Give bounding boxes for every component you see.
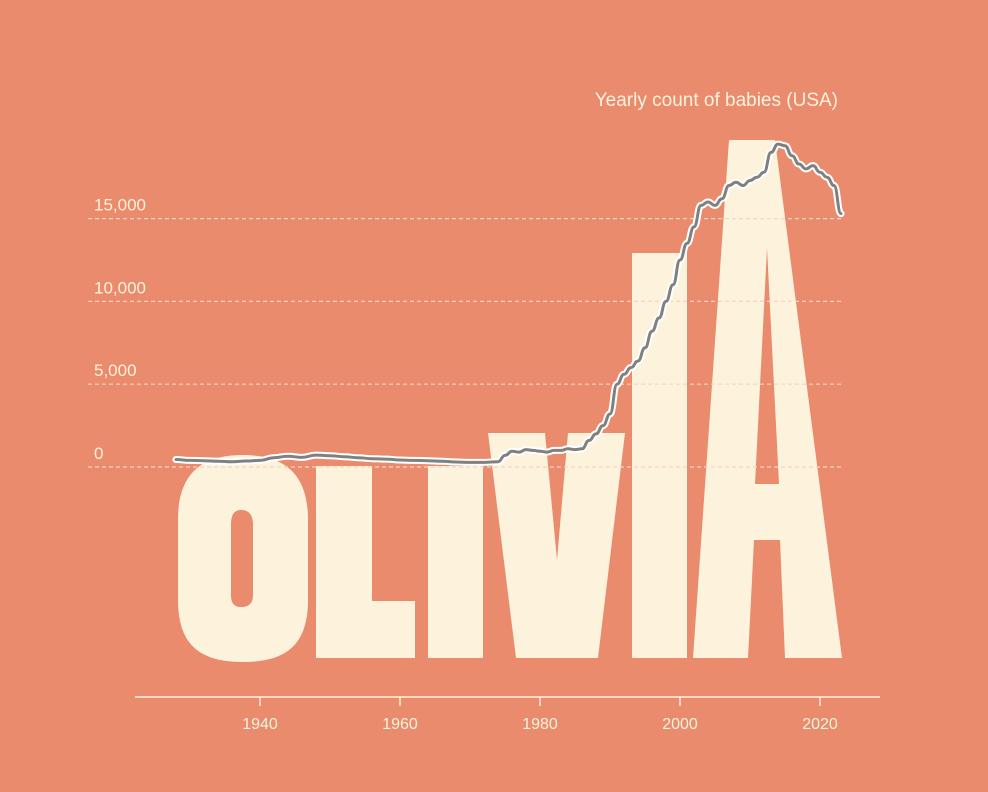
y-tick-label: 5,000 [94,361,137,380]
series-line [174,142,843,464]
letter-i-1 [428,466,483,658]
x-tick-label: 2000 [662,716,698,733]
letter-a [693,140,842,658]
y-tick-label: 15,000 [94,196,146,215]
x-axis-ticks: 1940 1960 1980 2000 2020 [242,697,838,733]
x-tick-label: 1940 [242,716,278,733]
letter-v [488,433,625,658]
x-tick-label: 1960 [382,716,418,733]
x-tick-label: 2020 [802,716,838,733]
series-layer [172,140,845,466]
y-tick-label: 10,000 [94,278,146,297]
letter-o [178,455,308,662]
y-axis-tick-labels: 0 5,000 10,000 15,000 [94,196,146,463]
x-tick-label: 1980 [522,716,558,733]
y-tick-label: 0 [94,444,103,463]
background-wordmark-olivia [178,140,842,662]
chart-title: Yearly count of babies (USA) [595,90,838,111]
letter-l [316,466,415,658]
